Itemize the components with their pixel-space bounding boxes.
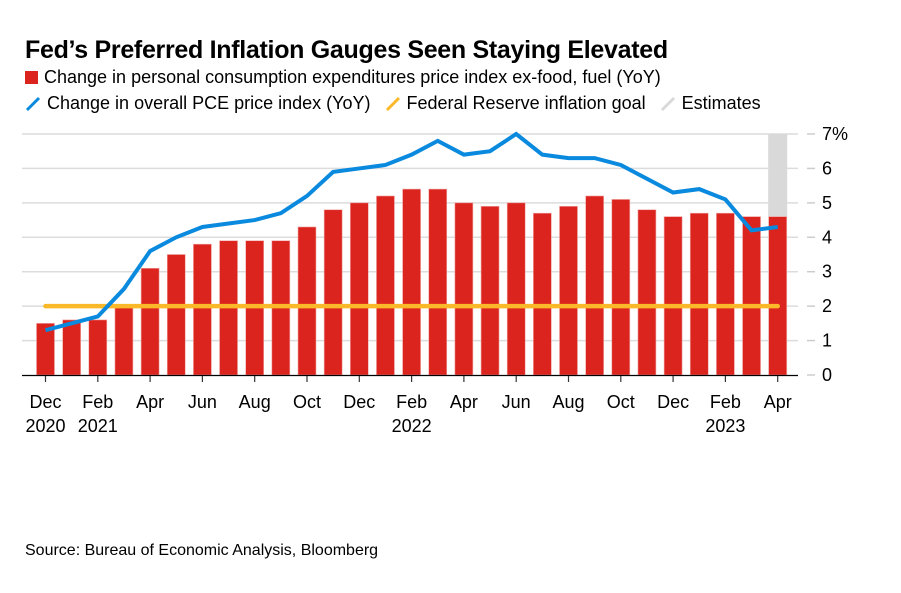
x-tick-label: Aug [239,392,271,412]
bar [62,319,81,376]
x-tick-label: Jun [502,392,531,412]
bar-swatch-icon [25,71,38,84]
chart-title: Fed’s Preferred Inflation Gauges Seen St… [25,36,668,64]
bar [376,195,395,376]
x-tick-label: Dec [29,392,61,412]
bar [166,254,186,376]
bar [716,212,735,376]
bar [663,216,683,376]
bar [611,199,631,376]
bar [114,305,134,376]
x-tick-label: Aug [552,392,584,412]
bar [36,323,55,376]
bar [742,216,761,376]
y-tick-label: 0 [822,365,832,385]
bar [506,202,526,376]
x-tick-label: Feb [396,392,427,412]
bar [140,267,160,376]
core-pce-bars [36,188,788,376]
bar [689,212,709,376]
legend-label-fed-goal: Federal Reserve inflation goal [406,93,646,113]
y-tick-label: 7% [822,124,848,144]
y-axis: 0 1 2 3 4 5 6 7% [807,124,848,385]
x-tick-label: Oct [607,392,635,412]
legend-row-1: Change in personal consumption expenditu… [25,67,675,88]
x-tick-label: Oct [293,392,321,412]
legend-item-fed-goal: Federal Reserve inflation goal [385,93,646,114]
bar [585,195,604,376]
x-tick-label: Dec [657,392,689,412]
legend-item-estimates: Estimates [660,93,761,114]
legend-item-core-pce: Change in personal consumption expenditu… [25,67,661,88]
blue-line-swatch-icon [25,96,41,111]
x-axis: Dec 2020 Feb 2021 Apr Jun Aug Oct Dec Feb 2022 Apr J… [22,374,798,436]
x-tick-label: Jun [188,392,217,412]
bar [349,202,369,376]
x-tick-year-label: 2023 [705,416,745,436]
x-tick-label: Feb [82,392,113,412]
y-tick-label: 5 [822,193,832,213]
legend-label-estimates: Estimates [681,93,761,113]
bar [480,206,500,376]
legend-label-core-pce: Change in personal consumption expenditu… [44,67,661,87]
bar [428,188,448,376]
bar [88,319,108,376]
bar [768,216,788,376]
bar [637,209,657,376]
x-tick-label: Apr [136,392,164,412]
legend-label-overall-pce: Change in overall PCE price index (YoY) [47,93,371,113]
x-tick-label: Apr [450,392,478,412]
y-tick-label: 4 [822,227,832,247]
overall-pce-line-group [44,131,778,333]
legend-row-2: Change in overall PCE price index (YoY) … [25,93,775,114]
legend-item-overall-pce: Change in overall PCE price index (YoY) [25,93,371,114]
bar [454,202,474,376]
y-tick-label: 3 [822,262,832,282]
y-tick-label: 1 [822,331,832,351]
bar [323,209,343,376]
y-tick-label: 6 [822,158,832,178]
bar [297,226,317,376]
x-tick-year-label: 2020 [25,416,65,436]
source-note: Source: Bureau of Economic Analysis, Blo… [25,542,379,559]
y-tick-label: 2 [822,296,832,316]
x-tick-label: Dec [343,392,375,412]
x-tick-year-label: 2021 [78,416,118,436]
gray-line-swatch-icon [660,96,675,111]
orange-line-swatch-icon [385,96,400,111]
x-tick-label: Apr [764,392,792,412]
bar [402,188,421,376]
bar [559,206,578,376]
x-tick-year-label: 2022 [392,416,432,436]
bar [533,212,552,376]
bar [193,243,212,376]
x-tick-label: Feb [710,392,741,412]
